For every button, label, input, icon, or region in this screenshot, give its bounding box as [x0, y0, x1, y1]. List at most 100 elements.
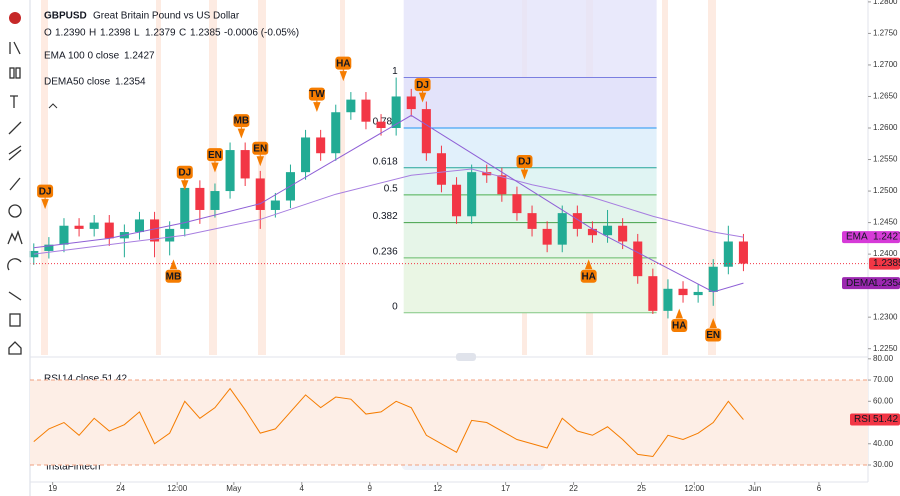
x-tick-label: 4	[300, 484, 305, 493]
signal-arrow	[181, 177, 189, 191]
signal-badge	[308, 87, 325, 101]
candle-body	[331, 112, 341, 154]
dema-value: 1.2354	[115, 77, 146, 88]
candle-body	[618, 225, 628, 242]
rsi-value: 51.42	[102, 374, 127, 385]
price-tag	[842, 231, 900, 244]
ema-params: 100 0 close	[68, 51, 120, 62]
y-tick-label: 1.2600	[873, 123, 898, 132]
candle-body	[587, 228, 597, 236]
flag-icon[interactable]	[9, 12, 21, 24]
signal-badge	[37, 184, 54, 198]
signal-badge	[165, 269, 182, 283]
y-tick-label: 1.2800	[873, 0, 898, 6]
fib-label: 0	[392, 301, 398, 312]
x-tick-label: 12	[433, 484, 442, 493]
tool-icon[interactable]	[7, 230, 23, 245]
candle-body	[180, 187, 190, 229]
signal-label: DJ	[178, 167, 191, 178]
y-tick-label: 1.2750	[873, 29, 898, 38]
x-tick-label: Jun	[748, 484, 761, 493]
candle-body	[391, 96, 401, 129]
pane-handle[interactable]	[456, 353, 476, 361]
y-tick-label: 1.2500	[873, 186, 898, 195]
watermark: InstaFintech	[46, 462, 100, 473]
candle-body	[255, 178, 265, 210]
fib-label: 0.236	[373, 247, 398, 258]
candle-body	[738, 241, 748, 264]
signal-label: EN	[208, 150, 222, 161]
candle-body	[165, 228, 175, 242]
left-toolbar	[7, 0, 31, 496]
signal-label: HA	[581, 271, 595, 282]
signal-arrow	[709, 318, 717, 328]
tool-icon[interactable]	[10, 95, 18, 108]
tool-icon[interactable]	[9, 177, 21, 191]
ohlc-key: O	[44, 28, 52, 39]
candle-body	[225, 150, 235, 192]
fib-zone	[403, 77, 657, 129]
tool-icon[interactable]	[9, 313, 21, 327]
ohlc-value: 1.2390	[55, 28, 86, 39]
candle-body	[633, 241, 643, 277]
y-tick-label: 1.2550	[873, 155, 898, 164]
rsi-band	[30, 380, 868, 466]
signal-badge	[233, 114, 250, 128]
change: -0.0006 (-0.05%)	[224, 28, 299, 39]
candle-body	[452, 184, 462, 217]
signal-label: MB	[234, 116, 250, 127]
y-tick-label: 1.2650	[873, 92, 898, 101]
fib-label: 0.382	[373, 211, 398, 222]
candle-body	[557, 213, 567, 245]
symbol-name: Great Britain Pound vs US Dollar	[93, 11, 240, 22]
candle-body	[512, 194, 522, 214]
tool-icon[interactable]	[8, 204, 22, 218]
candle-body	[195, 187, 205, 210]
candle-body	[708, 266, 718, 292]
candle-body	[467, 172, 477, 217]
x-tick-label: 24	[116, 484, 125, 493]
signal-label: EN	[253, 143, 267, 154]
tool-icon[interactable]	[7, 258, 22, 271]
collapse-icon[interactable]	[48, 103, 58, 109]
candle-body	[104, 222, 114, 239]
tool-icon[interactable]	[8, 145, 22, 161]
y-tick-label: 80.00	[873, 354, 894, 363]
y-tick-label: 1.2300	[873, 312, 898, 321]
signal-badge	[671, 318, 688, 332]
tool-icon[interactable]	[9, 41, 21, 55]
signal-label: HA	[672, 321, 686, 332]
fib-zone	[403, 257, 657, 313]
ohlc-value: 1.2379	[145, 28, 176, 39]
candle-body	[421, 109, 431, 154]
candle-body	[361, 99, 371, 122]
tool-icon[interactable]	[8, 291, 22, 301]
candle-body	[240, 150, 250, 179]
rsi-label: RSI	[44, 374, 61, 385]
ohlc: O 1.2390 H 1.2398 L 1.2379 C 1.2385	[44, 28, 221, 39]
candle-body	[497, 175, 507, 195]
tool-icon[interactable]	[9, 67, 15, 79]
current-price-label: 1.2385	[873, 258, 900, 269]
candle-body	[527, 213, 537, 229]
signal-label: DJ	[39, 186, 52, 197]
signal-badge	[414, 78, 431, 92]
ohlc-key: L	[134, 28, 140, 39]
signal-label: MB	[166, 271, 182, 282]
price-tag-name: EMA	[846, 232, 868, 243]
fib-label: 1	[392, 66, 398, 77]
signal-label: EN	[706, 330, 720, 341]
candle-body	[59, 225, 69, 245]
candle-body	[406, 96, 416, 110]
price-tag	[842, 277, 900, 290]
header: GBPUSD Great Britain Pound vs US Dollar …	[44, 11, 299, 473]
ema-label: EMA	[44, 51, 66, 62]
tool-icon[interactable]	[8, 341, 22, 355]
tool-icon[interactable]	[8, 121, 22, 135]
candle-body	[723, 241, 733, 267]
signal-arrow	[256, 153, 264, 167]
candle-body	[678, 288, 688, 296]
candle-body	[150, 219, 160, 242]
y-tick-label: 60.00	[873, 396, 894, 405]
